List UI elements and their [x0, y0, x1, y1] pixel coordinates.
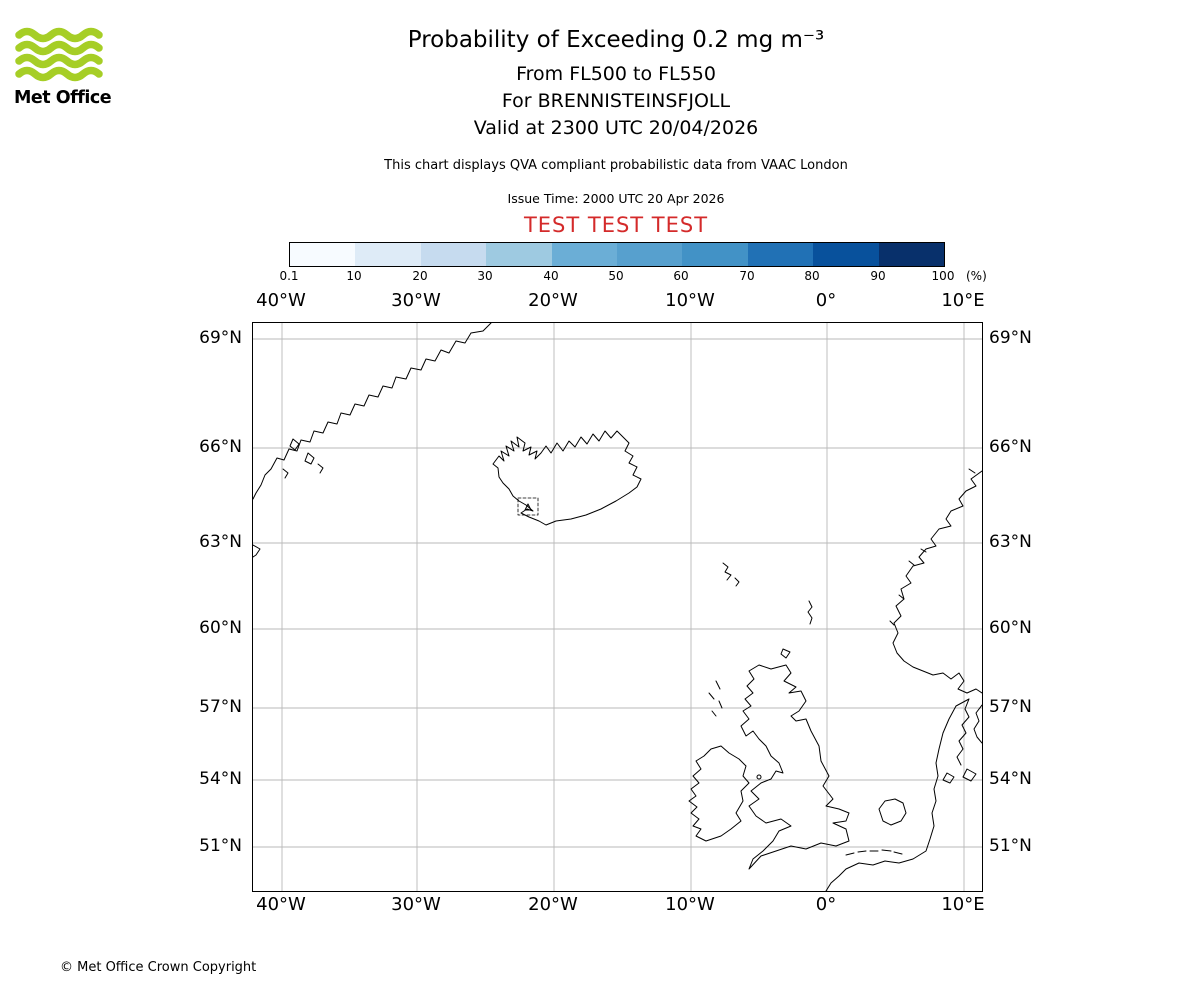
colorbar-tick-label: 10: [346, 269, 362, 283]
colorbar-tick-label: 0.1: [279, 269, 299, 283]
x-axis-label-bottom: 20°W: [528, 894, 578, 915]
y-axis-label-left: 69°N: [199, 328, 242, 348]
valid-time-subtitle: Valid at 2300 UTC 20/04/2026: [473, 117, 759, 139]
y-axis-label-right: 54°N: [989, 769, 1032, 789]
hebrides-islands: [708, 680, 723, 717]
volcano-marker: [517, 497, 539, 516]
x-axis-label-bottom: 30°W: [391, 894, 441, 915]
volcano-subtitle: For BRENNISTEINSFJOLL: [501, 90, 731, 112]
ijsselmeer-coastline: [878, 798, 907, 826]
qva-description: This chart displays QVA compliant probab…: [384, 158, 848, 173]
map-panel: [252, 322, 983, 892]
probability-colorbar: [289, 242, 945, 267]
x-axis-label-top: 0°: [815, 290, 837, 311]
colorbar-segment: [813, 243, 879, 266]
colorbar-segment: [682, 243, 748, 266]
ireland-coastline: [688, 745, 750, 842]
x-axis-label-top: 30°W: [391, 290, 441, 311]
y-axis-label-right: 69°N: [989, 328, 1032, 348]
colorbar-tick-label: 40: [543, 269, 559, 283]
colorbar-segment: [551, 243, 618, 266]
colorbar-segment: [420, 243, 487, 266]
great-britain-coastline: [740, 664, 850, 870]
y-axis-label-left: 57°N: [199, 697, 242, 717]
graticule-grid: [253, 323, 982, 891]
logo-wordmark: Met Office: [14, 88, 112, 108]
colorbar-segment: [878, 243, 945, 266]
y-axis-label-right: 63°N: [989, 532, 1032, 552]
x-axis-label-bottom: 10°W: [665, 894, 715, 915]
y-axis-label-left: 60°N: [199, 618, 242, 638]
denmark-coastline: [825, 698, 970, 891]
norway-coastline: [892, 470, 982, 694]
orkney-islands: [780, 648, 791, 659]
colorbar-tick-label: 70: [739, 269, 755, 283]
colorbar-tick-label: 80: [804, 269, 820, 283]
iceland-coastline: [492, 430, 642, 526]
x-axis-label-top: 10°W: [665, 290, 715, 311]
colorbar-tick-label: 100: [931, 269, 955, 283]
faroe-islands: [722, 562, 732, 581]
copyright-notice: © Met Office Crown Copyright: [60, 960, 257, 975]
colorbar-segment: [290, 243, 356, 266]
colorbar-tick-label: 90: [870, 269, 886, 283]
y-axis-label-right: 66°N: [989, 437, 1032, 457]
colorbar-tick-label: 50: [608, 269, 624, 283]
x-axis-label-top: 10°E: [941, 290, 985, 311]
logo-waves-icon: [15, 27, 103, 82]
y-axis-label-left: 63°N: [199, 532, 242, 552]
y-axis-label-right: 51°N: [989, 836, 1032, 856]
y-axis-label-right: 60°N: [989, 618, 1032, 638]
test-banner: TEST TEST TEST: [523, 213, 709, 237]
colorbar-tick-label: 30: [477, 269, 493, 283]
colorbar-unit-label: (%): [966, 269, 987, 283]
colorbar-segment: [486, 243, 552, 266]
y-axis-label-left: 51°N: [199, 836, 242, 856]
y-axis-label-left: 54°N: [199, 769, 242, 789]
met-office-logo: Met Office: [14, 26, 114, 108]
y-axis-label-right: 57°N: [989, 697, 1032, 717]
colorbar-tick-label: 20: [412, 269, 428, 283]
x-axis-label-bottom: 0°: [815, 894, 837, 915]
shetland-islands: [807, 600, 813, 625]
x-axis-label-bottom: 10°E: [941, 894, 985, 915]
issue-time: Issue Time: 2000 UTC 20 Apr 2026: [507, 191, 725, 206]
sweden-coastline: [973, 704, 982, 744]
y-axis-label-left: 66°N: [199, 437, 242, 457]
flight-level-subtitle: From FL500 to FL550: [516, 63, 716, 85]
x-axis-label-top: 40°W: [256, 290, 306, 311]
colorbar-segment: [747, 243, 814, 266]
colorbar-tick-label: 60: [673, 269, 689, 283]
coastlines: [253, 323, 982, 891]
x-axis-label-bottom: 40°W: [256, 894, 306, 915]
greenland-coastline: [253, 323, 492, 500]
isle-of-man: [756, 774, 762, 780]
colorbar-segment: [617, 243, 683, 266]
colorbar-segment: [355, 243, 421, 266]
chart-title: Probability of Exceeding 0.2 mg m⁻³: [407, 27, 825, 53]
frisian-islands: [845, 849, 903, 856]
x-axis-label-top: 20°W: [528, 290, 578, 311]
